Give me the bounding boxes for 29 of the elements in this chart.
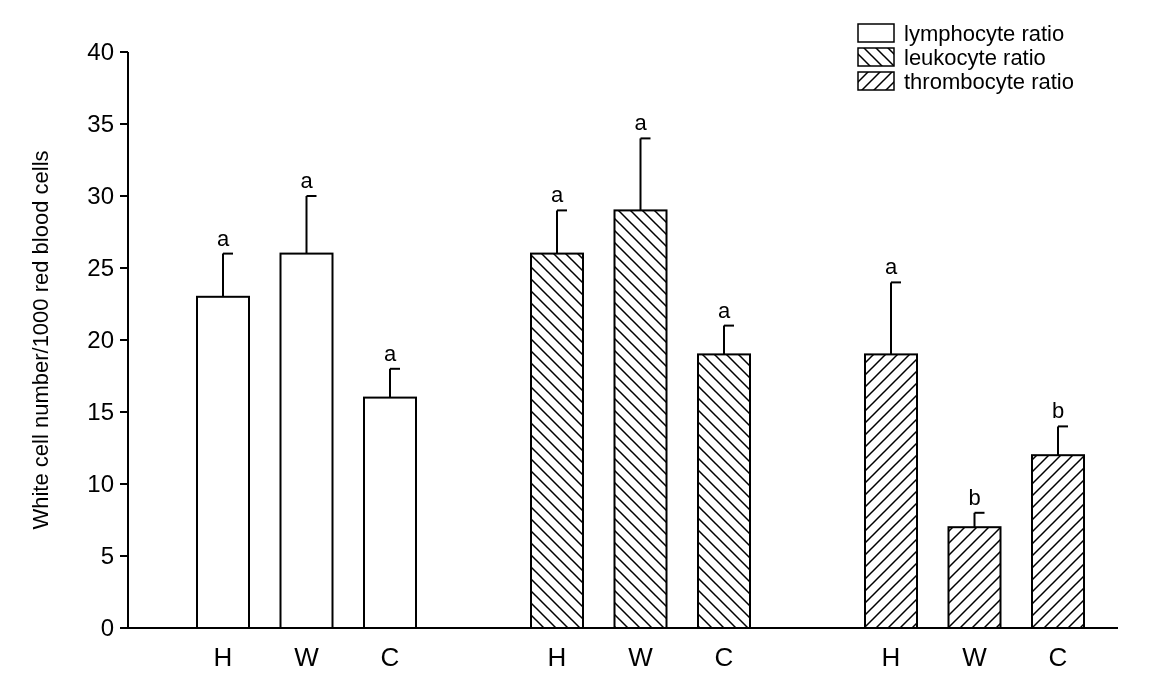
y-tick-label: 35 [87,110,114,138]
x-tick-label: W [628,642,654,672]
x-tick-label: C [380,642,400,672]
x-tick-label: C [714,642,734,672]
y-tick-label: 0 [100,614,114,642]
x-tick-label: H [547,642,567,672]
annotation: a [300,168,314,193]
y-tick-label: 10 [87,470,114,498]
annotation: a [884,254,898,280]
y-tick-label: 25 [87,254,114,282]
x-tick-label: W [962,642,988,672]
y-axis-title: White cell number/1000 red blood cells [28,150,53,530]
y-tick-label: 5 [100,542,114,570]
y-tick-label: 30 [87,182,114,210]
annotation: b [1051,398,1065,424]
y-tick-label: 20 [87,326,114,354]
x-tick-label: H [881,642,901,672]
annotation: a [216,225,230,251]
annotation: a [383,340,397,366]
annotation: a [717,297,731,323]
y-tick-label: 15 [87,398,114,426]
x-tick-label: H [213,642,233,672]
annotation: a [550,182,564,208]
annotation: b [968,484,981,510]
annotation: a [634,110,648,136]
legend-label: lymphocyte ratio [904,20,1065,46]
y-tick-label: 40 [87,38,114,66]
x-tick-label: C [1048,642,1068,672]
x-tick-label: W [294,642,320,672]
